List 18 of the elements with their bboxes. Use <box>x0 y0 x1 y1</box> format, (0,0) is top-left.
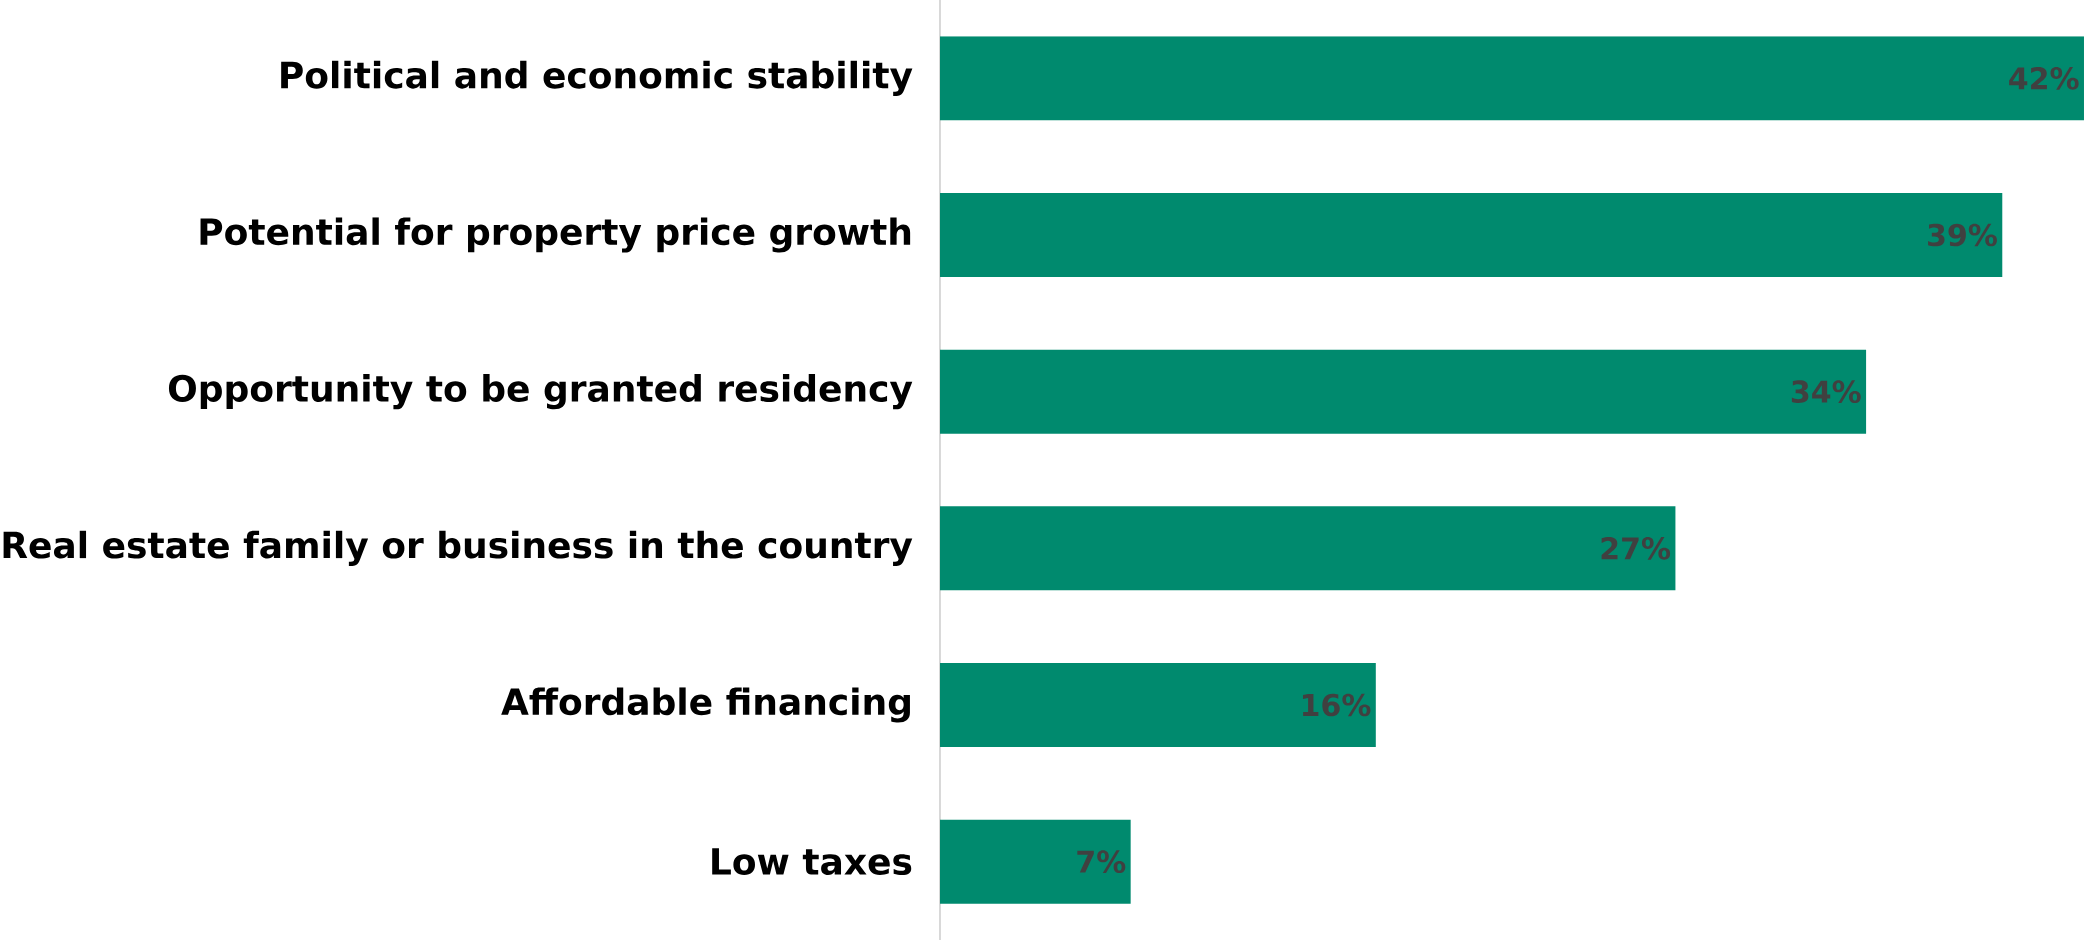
y-tick-label: Political and economic stability <box>281 60 913 96</box>
data-label: 7% <box>1077 850 1126 874</box>
y-tick-label: Potential for property price growth <box>200 217 911 253</box>
bar <box>939 663 1376 747</box>
bar <box>939 349 1867 434</box>
y-tick-label: Real estate family or business in the country <box>3 530 913 566</box>
bar <box>939 819 1131 904</box>
bar <box>939 506 1676 591</box>
bar <box>939 36 2084 121</box>
data-label: 39% <box>1928 223 1997 247</box>
data-label: 34% <box>1791 380 1861 404</box>
y-tick-label: Affordable financing <box>501 687 910 723</box>
bar <box>939 193 2003 277</box>
data-label: 16% <box>1302 693 1371 717</box>
data-label: 27% <box>1601 536 1671 560</box>
data-label: 42% <box>2009 66 2079 90</box>
y-tick-label: Low taxes <box>712 848 912 876</box>
y-tick-label: Opportunity to be granted residency <box>168 374 913 410</box>
